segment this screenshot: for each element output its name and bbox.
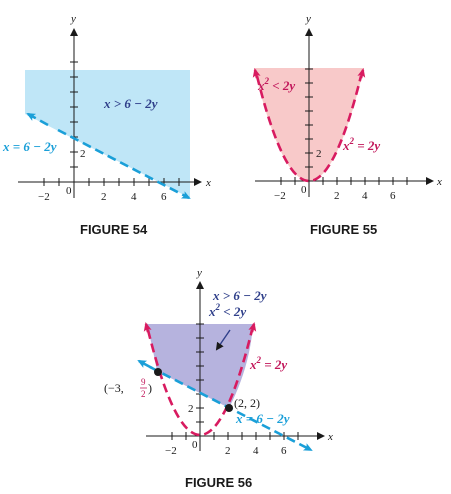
fig54-x-tick: 2 — [101, 191, 107, 203]
fig56-point1-open: (−3, — [104, 381, 124, 395]
fig56-ineq2-label: x2 < 2y — [208, 302, 246, 319]
fig54-x-tick: 0 — [66, 185, 72, 197]
fig56-y-label: y — [196, 267, 202, 279]
fig56-x-tick: 6 — [281, 445, 287, 457]
fig54-y-tick-2: 2 — [80, 148, 86, 160]
fig55-x-ticks — [280, 177, 408, 185]
fig56-point1-close: ) — [148, 381, 152, 395]
fig55-ineq-label: x2 < 2y — [257, 76, 295, 93]
figure-56: x > 6 − 2y x2 < 2y x2 = 2y x = 6 − 2y (2… — [104, 267, 333, 490]
fig55-x-tick: 0 — [301, 184, 307, 196]
fig56-intersection-point-2 — [225, 404, 233, 412]
fig56-x-tick: 2 — [225, 445, 231, 457]
fig55-x-tick: −2 — [274, 190, 286, 202]
fig56-x-label: x — [327, 431, 333, 443]
fig56-x-tick: 0 — [192, 439, 198, 451]
fig55-curve-label: x2 = 2y — [342, 136, 380, 153]
fig54-ineq-label: x > 6 − 2y — [103, 96, 158, 111]
fig55-x-tick: 4 — [362, 190, 368, 202]
fig56-x-tick: 4 — [253, 445, 259, 457]
fig56-line-label: x = 6 − 2y — [235, 411, 290, 426]
fig56-parabola — [146, 329, 254, 437]
fig56-x-tick: −2 — [165, 445, 177, 457]
fig56-ineq1-label: x > 6 − 2y — [212, 288, 267, 303]
fig56-point2-label: (2, 2) — [234, 396, 260, 410]
fig56-point1-den: 2 — [141, 389, 146, 399]
fig56-x-ticks — [171, 432, 299, 440]
fig55-x-label: x — [436, 176, 442, 188]
fig56-curve-label: x2 = 2y — [249, 355, 287, 372]
fig55-y-tick-2: 2 — [316, 148, 322, 160]
fig55-caption: FIGURE 55 — [310, 222, 377, 237]
fig55-y-ticks — [305, 68, 313, 168]
fig54-caption: FIGURE 54 — [80, 222, 148, 237]
fig54-line-label: x = 6 − 2y — [2, 139, 57, 154]
fig56-region-pointer — [215, 329, 231, 351]
figure-55: x2 < 2y x2 = 2y 2 x y −2 0 2 4 6 FIGURE … — [252, 13, 442, 237]
fig54-shaded-region — [25, 70, 190, 198]
fig54-x-tick: 6 — [161, 191, 167, 203]
fig54-x-label: x — [205, 177, 211, 189]
fig56-y-ticks — [196, 323, 204, 423]
fig56-intersection-point-1 — [154, 368, 162, 376]
fig55-x-tick: 6 — [390, 190, 396, 202]
fig54-x-tick: −2 — [38, 191, 50, 203]
fig55-parabola — [255, 75, 363, 183]
figure-54: x > 6 − 2y x = 6 − 2y 2 x y −2 0 2 4 6 F… — [2, 13, 211, 237]
fig54-boundary-line — [57, 128, 191, 200]
fig56-point1-num: 9 — [141, 377, 146, 387]
fig56-y-tick-2: 2 — [188, 403, 194, 415]
fig55-y-label: y — [305, 13, 311, 25]
fig54-x-tick: 4 — [131, 191, 137, 203]
fig54-y-label: y — [70, 13, 76, 25]
fig56-caption: FIGURE 56 — [185, 475, 252, 490]
fig55-x-tick: 2 — [334, 190, 340, 202]
